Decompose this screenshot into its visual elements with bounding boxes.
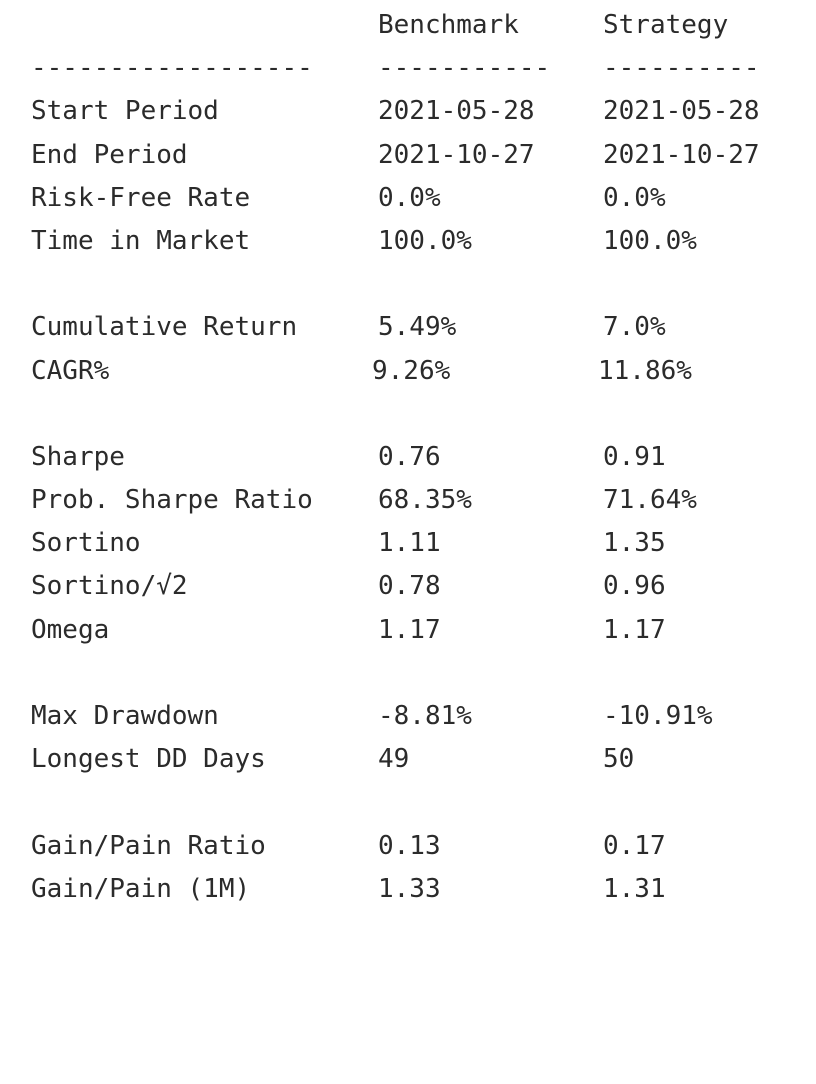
header-strategy: Strategy: [603, 10, 729, 40]
metric-benchmark-value: 5.49%: [378, 312, 457, 343]
metric-benchmark-value: 9.26%: [372, 355, 451, 386]
spacer: [31, 781, 94, 824]
metric-benchmark-value: 1.11: [378, 528, 441, 559]
metric-strategy-value: 2021-10-27: [603, 139, 760, 170]
separator-row: ------------------ ----------- ---------…: [31, 47, 760, 90]
metric-benchmark-value: 0.0%: [378, 182, 441, 213]
metric-label: Gain/Pain (1M): [31, 873, 251, 904]
metric-strategy-value: 71.64%: [603, 485, 697, 516]
metric-strategy-value: 1.35: [603, 528, 666, 559]
metric-label: Cumulative Return: [31, 312, 298, 343]
metric-benchmark-value: 2021-05-28: [378, 96, 535, 127]
metric-row: Gain/Pain (1M) 1.33 1.31: [31, 868, 666, 911]
metric-label: Risk-Free Rate: [31, 182, 251, 213]
metric-label: Sortino/√2: [31, 571, 188, 602]
spacer: [31, 263, 94, 306]
metric-label: Sharpe: [31, 441, 125, 472]
metric-strategy-value: 0.17: [603, 830, 666, 861]
metric-row: Prob. Sharpe Ratio 68.35% 71.64%: [31, 479, 697, 522]
metric-benchmark-value: 2021-10-27: [378, 139, 535, 170]
metric-row: Omega 1.17 1.17: [31, 609, 666, 652]
metric-label: Prob. Sharpe Ratio: [31, 485, 313, 516]
separator-benchmark: -----------: [378, 53, 551, 84]
spacer: [31, 393, 94, 436]
metric-strategy-value: -10.91%: [603, 701, 713, 731]
metric-row: Start Period 2021-05-28 2021-05-28: [31, 90, 760, 133]
metric-benchmark-value: 68.35%: [378, 485, 472, 516]
metric-row: Gain/Pain Ratio 0.13 0.17: [31, 825, 666, 868]
metric-strategy-value: 0.91: [603, 441, 666, 472]
metric-row: Time in Market 100.0% 100.0%: [31, 220, 697, 263]
metric-label: Omega: [31, 614, 110, 645]
metric-row: Sharpe 0.76 0.91: [31, 436, 666, 479]
separator-label: ------------------: [31, 53, 313, 84]
metric-benchmark-value: 49: [378, 744, 410, 775]
metric-strategy-value: 100.0%: [603, 225, 697, 256]
metric-label: End Period: [31, 139, 188, 170]
metric-row: Sortino/√2 0.78 0.96: [31, 565, 666, 608]
header-row: Benchmark Strategy: [31, 4, 728, 47]
metric-row: Sortino 1.11 1.35: [31, 522, 666, 565]
metric-benchmark-value: -8.81%: [378, 701, 472, 731]
metric-row: End Period 2021-10-27 2021-10-27: [31, 134, 760, 177]
metric-benchmark-value: 0.13: [378, 830, 441, 861]
metric-strategy-value: 1.31: [603, 873, 666, 904]
separator-strategy: ----------: [603, 53, 760, 84]
metric-benchmark-value: 0.78: [378, 571, 441, 602]
metric-strategy-value: 7.0%: [603, 312, 666, 343]
metric-label: Gain/Pain Ratio: [31, 830, 266, 861]
metric-benchmark-value: 0.76: [378, 441, 441, 472]
spacer: [31, 652, 94, 695]
metric-label: Longest DD Days: [31, 744, 266, 775]
metric-label: Start Period: [31, 96, 219, 127]
metric-label: CAGR%: [31, 355, 110, 386]
metric-label: Max Drawdown: [31, 701, 219, 731]
metric-benchmark-value: 1.17: [378, 614, 441, 645]
metric-strategy-value: 1.17: [603, 614, 666, 645]
metric-strategy-value: 50: [603, 744, 635, 775]
metric-strategy-value: 0.0%: [603, 182, 666, 213]
metrics-report: Benchmark Strategy ------------------ --…: [31, 4, 760, 911]
metric-benchmark-value: 100.0%: [378, 225, 472, 256]
metric-row: Max Drawdown -8.81% -10.91%: [31, 695, 713, 738]
metric-strategy-value: 11.86%: [598, 355, 692, 386]
metric-row: Cumulative Return 5.49% 7.0%: [31, 306, 666, 349]
metric-row: CAGR% 9.26% 11.86%: [31, 350, 692, 393]
metric-label: Time in Market: [31, 225, 251, 256]
metric-benchmark-value: 1.33: [378, 873, 441, 904]
metric-row: Risk-Free Rate 0.0% 0.0%: [31, 177, 666, 220]
metric-strategy-value: 0.96: [603, 571, 666, 602]
header-benchmark: Benchmark: [378, 10, 519, 40]
metric-label: Sortino: [31, 528, 141, 559]
metric-row: Longest DD Days 49 50: [31, 738, 634, 781]
metric-strategy-value: 2021-05-28: [603, 96, 760, 127]
